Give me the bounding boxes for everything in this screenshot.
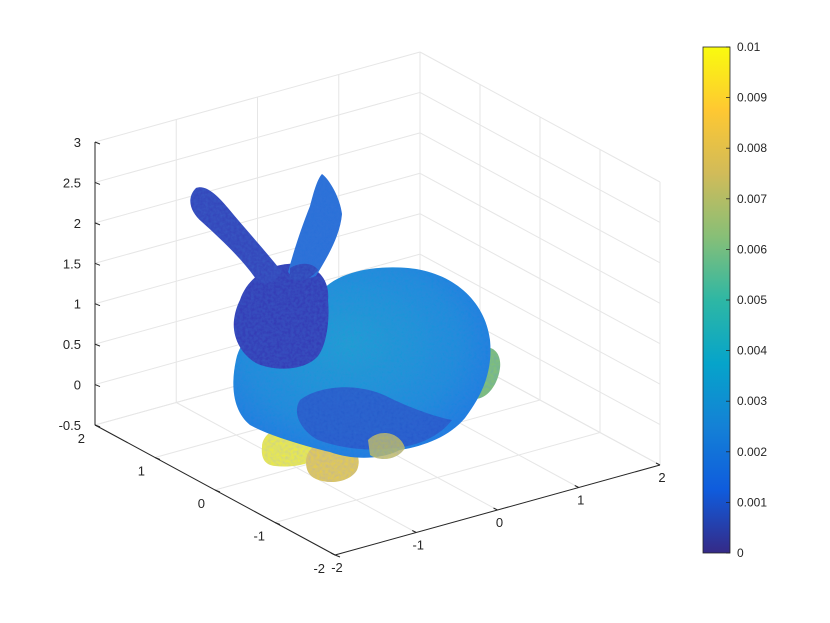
- colorbar-tick-label: 0.004: [737, 344, 767, 358]
- colorbar-tick-label: 0: [737, 546, 744, 560]
- z-tick-label: 2.5: [63, 175, 81, 190]
- side-wall-gridline-z: [419, 213, 661, 345]
- bunny-ear-left: [190, 187, 282, 284]
- x-tick-mark: [493, 507, 498, 511]
- colorbar-tick-label: 0.01: [737, 40, 761, 54]
- x-tick-label: 0: [496, 515, 503, 530]
- z-tick-label: 1.5: [63, 256, 81, 271]
- bunny-ear-right: [288, 174, 342, 279]
- y-tick-mark: [334, 554, 341, 558]
- bunny-ear-right-base: [290, 263, 318, 281]
- back-wall-gridline-z: [94, 91, 421, 183]
- z-tick-label: 2: [74, 216, 81, 231]
- y-tick-label: 1: [138, 464, 145, 479]
- z-tick-mark: [94, 424, 101, 428]
- x-tick-mark: [655, 462, 661, 466]
- colorbar-tick-label: 0.002: [737, 445, 767, 459]
- z-tick-label: -0.5: [59, 418, 81, 433]
- colorbar-tick-label: 0.005: [737, 293, 767, 307]
- z-tick-mark: [94, 262, 101, 266]
- y-tick-label: -1: [253, 529, 265, 544]
- side-wall-gridline-z: [419, 51, 661, 183]
- side-wall-gridline-z: [419, 253, 661, 385]
- x-tick-label: 2: [658, 470, 665, 485]
- y-tick-mark: [154, 457, 161, 460]
- side-wall-gridline-z: [419, 91, 661, 223]
- z-tick-mark: [94, 222, 101, 226]
- x-tick-mark: [412, 530, 417, 533]
- x-tick-label: 1: [577, 493, 584, 508]
- back-wall-gridline-z: [94, 132, 421, 224]
- colorbar-tick-label: 0.001: [737, 495, 767, 509]
- z-tick-mark: [94, 343, 101, 347]
- bunny-point-cloud: [190, 174, 501, 482]
- z-tick-label: 1: [74, 297, 81, 312]
- z-tick-label: 0.5: [63, 337, 81, 352]
- side-wall-gridline-z: [419, 132, 661, 264]
- x-tick-mark: [330, 552, 336, 556]
- colorbar: 0 0.001 0.002 0.003 0.004 0.005 0.006 0.007 0.00…: [702, 40, 767, 560]
- z-tick-mark: [94, 384, 101, 388]
- colorbar-tick-label: 0.009: [737, 91, 767, 105]
- z-tick-label: 0: [74, 378, 81, 393]
- back-wall-gridline-z: [94, 172, 421, 264]
- bunny-leg-highlight: [368, 433, 405, 460]
- colorbar-tick-label: 0.007: [737, 192, 767, 206]
- back-wall-gridline-z: [94, 51, 421, 143]
- colorbar-tick-label: 0.008: [737, 141, 767, 155]
- z-tick-mark: [94, 303, 101, 307]
- x-tick-mark: [574, 485, 579, 488]
- colorbar-tick-label: 0.003: [737, 394, 767, 408]
- z-tick-label: 3: [74, 135, 81, 150]
- y-tick-label: 0: [198, 496, 205, 511]
- colorbar-tick-label: 0.006: [737, 242, 767, 256]
- colorbar-tick-labels: 0 0.001 0.002 0.003 0.004 0.005 0.006 0.007 0.00…: [726, 40, 767, 560]
- bunny-belly-shadow: [296, 387, 452, 450]
- x-tick-label: -1: [412, 538, 424, 553]
- z-tick-mark: [94, 181, 101, 185]
- colorbar-gradient: [703, 47, 730, 553]
- bunny-head: [233, 263, 329, 369]
- y-tick-label: -2: [313, 561, 325, 576]
- y-tick-mark: [274, 522, 281, 525]
- x-tick-label: -2: [331, 560, 343, 575]
- z-tick-mark: [94, 141, 101, 145]
- side-wall-gridline-z: [419, 172, 661, 304]
- floor-gridline-y: [274, 432, 601, 523]
- y-tick-mark: [214, 489, 221, 493]
- y-tick-label: 2: [78, 431, 85, 446]
